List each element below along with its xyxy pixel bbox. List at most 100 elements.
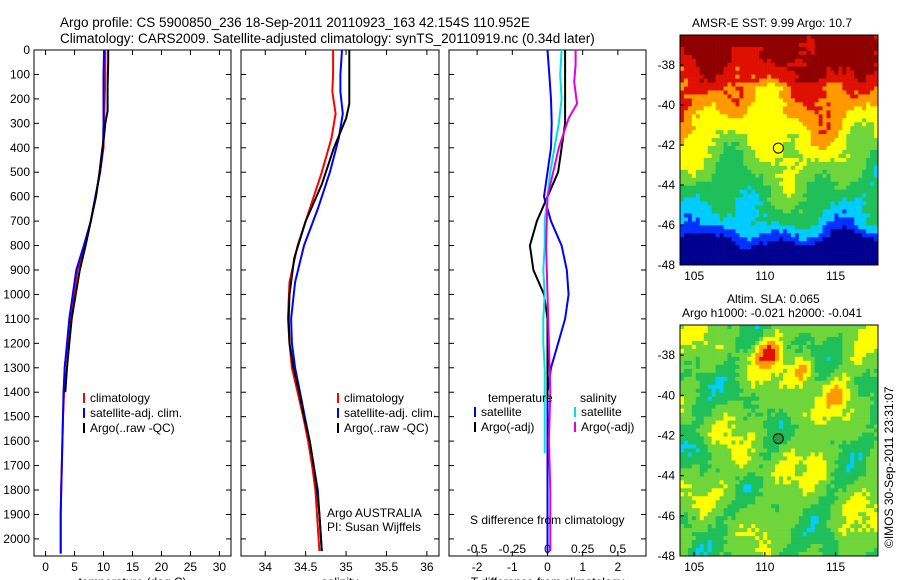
heatmap-cell xyxy=(771,62,776,68)
heatmap-cell xyxy=(834,253,839,258)
heatmap-cell xyxy=(842,106,847,111)
heatmap-cell xyxy=(715,352,720,358)
heatmap-cell xyxy=(707,384,712,390)
heatmap-cell xyxy=(767,348,772,354)
heatmap-cell xyxy=(735,181,740,186)
heatmap-cell xyxy=(794,368,800,374)
heatmap-cell xyxy=(723,82,728,87)
heatmap-cell xyxy=(806,253,811,258)
heatmap-cell xyxy=(794,221,800,226)
heatmap-cell xyxy=(866,460,871,465)
heatmap-cell xyxy=(798,165,804,171)
heatmap-cell xyxy=(691,352,697,358)
heatmap-cell xyxy=(838,237,843,242)
heatmap-cell xyxy=(759,464,764,469)
heatmap-cell xyxy=(858,412,863,417)
heatmap-cell xyxy=(794,436,800,441)
heatmap-cell xyxy=(747,360,752,366)
heatmap-cell xyxy=(771,38,776,44)
heatmap-cell xyxy=(858,392,863,397)
heatmap-cell xyxy=(723,392,728,397)
heatmap-cell xyxy=(794,177,800,183)
heatmap-cell xyxy=(798,153,804,159)
heatmap-cell xyxy=(715,436,720,441)
heatmap-cell xyxy=(699,181,705,186)
heatmap-cell xyxy=(858,106,863,111)
heatmap-cell xyxy=(755,368,760,374)
heatmap-cell xyxy=(723,177,728,183)
heatmap-cell xyxy=(727,78,732,83)
heatmap-cell xyxy=(830,54,835,60)
heatmap-cell xyxy=(699,86,705,91)
heatmap-cell xyxy=(818,368,823,374)
heatmap-cell xyxy=(866,376,871,382)
heatmap-cell xyxy=(680,193,685,198)
heatmap-cell xyxy=(790,46,796,52)
heatmap-cell xyxy=(743,356,748,362)
heatmap-cell xyxy=(763,50,768,56)
heatmap-cell xyxy=(874,42,879,48)
heatmap-cell xyxy=(790,325,796,330)
heatmap-cell xyxy=(743,90,748,95)
heatmap-cell xyxy=(747,420,752,425)
heatmap-cell xyxy=(699,392,705,397)
heatmap-cell xyxy=(767,114,772,119)
heatmap-cell xyxy=(735,74,740,79)
heatmap-cell xyxy=(771,356,776,362)
heatmap-cell xyxy=(759,325,764,330)
heatmap-cell xyxy=(810,201,815,206)
heatmap-cell xyxy=(747,372,752,378)
heatmap-cell xyxy=(854,193,859,198)
heatmap-cell xyxy=(767,106,772,111)
heatmap-cell xyxy=(691,340,697,346)
heatmap-cell xyxy=(838,114,843,119)
heatmap-cell xyxy=(755,261,760,266)
heatmap-cell xyxy=(703,388,709,393)
heatmap-cell xyxy=(723,384,728,390)
heatmap-cell xyxy=(834,325,839,330)
heatmap-cell xyxy=(719,62,724,68)
heatmap-cell xyxy=(818,86,823,91)
heatmap-cell xyxy=(830,86,835,91)
heatmap-cell xyxy=(846,436,851,441)
heatmap-cell xyxy=(699,400,705,405)
heatmap-cell xyxy=(695,340,701,346)
heatmap-cell xyxy=(699,90,705,95)
heatmap-cell xyxy=(862,408,867,413)
heatmap-cell xyxy=(747,213,752,218)
heatmap-cell xyxy=(846,348,851,354)
heatmap-cell xyxy=(735,118,740,123)
heatmap-cell xyxy=(739,432,744,437)
heatmap-cell xyxy=(806,205,811,210)
heatmap-cell xyxy=(862,241,867,246)
heatmap-cell xyxy=(842,388,847,393)
y-tick-label: 100 xyxy=(10,67,30,81)
heatmap-cell xyxy=(751,257,756,262)
heatmap-cell xyxy=(814,253,819,258)
heatmap-cell xyxy=(751,464,756,469)
heatmap-cell xyxy=(802,253,808,258)
heatmap-cell xyxy=(826,249,831,254)
heatmap-cell xyxy=(719,400,724,405)
heatmap-cell xyxy=(759,161,764,167)
heatmap-cell xyxy=(854,213,859,218)
heatmap-cell xyxy=(854,181,859,186)
heatmap-cell xyxy=(699,440,705,445)
heatmap-cell xyxy=(703,440,709,445)
heatmap-cell xyxy=(759,217,764,222)
heatmap-cell xyxy=(858,94,863,99)
heatmap-cell xyxy=(779,428,784,433)
heatmap-cell xyxy=(711,201,716,206)
heatmap-cell xyxy=(838,74,843,79)
heatmap-cell xyxy=(822,360,827,366)
heatmap-cell xyxy=(830,82,835,87)
heatmap-cell xyxy=(739,102,744,107)
heatmap-cell xyxy=(715,54,720,60)
heatmap-cell xyxy=(854,102,859,107)
heatmap-cell xyxy=(755,110,760,115)
heatmap-cell xyxy=(771,209,776,214)
heatmap-cell xyxy=(680,82,685,87)
heatmap-cell xyxy=(727,261,732,266)
heatmap-cell xyxy=(802,340,808,346)
heatmap-cell xyxy=(874,340,879,346)
